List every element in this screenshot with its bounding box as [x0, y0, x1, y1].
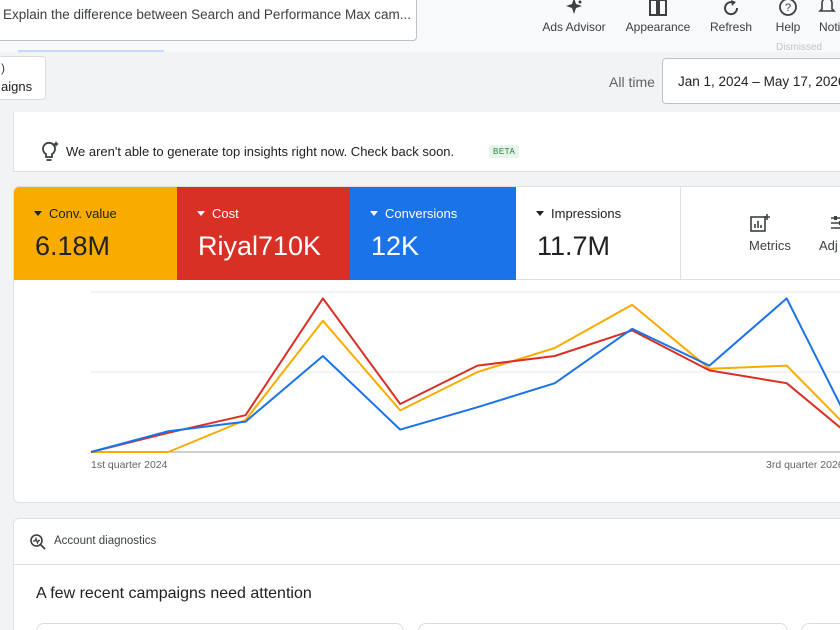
performance-line-chart: 1st quarter 2024 3rd quarter 2026: [90, 291, 840, 471]
metric-name-impressions: Impressions: [536, 206, 621, 221]
metric-tools-area: Metrics Adj: [681, 187, 840, 280]
campaigns-chip[interactable]: ) aigns: [0, 56, 46, 100]
search-query-text: Explain the difference between Search an…: [3, 7, 411, 22]
metric-value-conversions: 12K: [371, 231, 420, 261]
dropdown-caret-icon: [370, 211, 378, 216]
metrics-label: Metrics: [749, 238, 791, 253]
date-range-text: Jan 1, 2024 – May 17, 2026: [678, 74, 840, 89]
metric-tile-impressions[interactable]: Impressions 11.7M: [516, 187, 681, 280]
metric-value-conv-value: 6.18M: [35, 231, 111, 261]
series-line-1[interactable]: [90, 297, 840, 453]
divider: [14, 564, 840, 565]
campaign-attention-card[interactable]: [36, 623, 404, 630]
search-input[interactable]: Explain the difference between Search an…: [0, 0, 417, 41]
diagnostics-headline: A few recent campaigns need attention: [36, 585, 312, 602]
diagnostics-icon: [30, 534, 46, 550]
notifications-label: Noti: [819, 20, 840, 34]
x-tick-label: 3rd quarter 2026: [766, 459, 840, 471]
adjust-label: Adj: [819, 238, 838, 253]
metric-tile-cost[interactable]: Cost Riyal710K: [177, 187, 350, 280]
ads-advisor-label: Ads Advisor: [542, 20, 606, 34]
metric-tile-conv-value[interactable]: Conv. value 6.18M: [14, 187, 177, 280]
metric-name-conv-value: Conv. value: [34, 206, 117, 221]
adjust-button[interactable]: [829, 214, 840, 237]
campaigns-chip-label: aigns: [1, 79, 33, 94]
add-chart-icon: [750, 214, 770, 232]
lightbulb-icon: [42, 141, 59, 161]
series-line-0[interactable]: [91, 303, 840, 453]
help-button[interactable]: ? Help: [770, 0, 806, 40]
refresh-label: Refresh: [709, 20, 753, 34]
top-bar: Explain the difference between Search an…: [0, 0, 840, 53]
help-icon: ?: [779, 0, 797, 16]
series-line-2[interactable]: [90, 297, 840, 453]
beta-badge: BETA: [489, 145, 520, 158]
campaign-attention-card[interactable]: [418, 623, 788, 630]
help-label: Help: [775, 20, 801, 34]
refresh-icon: [724, 0, 739, 16]
dropdown-caret-icon: [197, 211, 205, 216]
ads-advisor-button[interactable]: Ads Advisor: [540, 0, 608, 40]
x-tick-label: 1st quarter 2024: [91, 459, 168, 471]
dropdown-caret-icon: [536, 211, 544, 216]
notifications-icon: [818, 0, 836, 12]
dismissed-label: Dismissed: [776, 42, 823, 53]
appearance-label: Appearance: [625, 20, 691, 34]
insights-card: We aren't able to generate top insights …: [13, 112, 840, 172]
campaign-attention-card[interactable]: [801, 623, 840, 630]
metric-name-cost: Cost: [197, 206, 239, 221]
metric-name-conversions: Conversions: [370, 206, 457, 221]
appearance-icon: [649, 0, 667, 16]
appearance-button[interactable]: Appearance: [624, 0, 692, 40]
campaigns-chip-count: ): [1, 61, 5, 75]
refresh-button[interactable]: Refresh: [706, 0, 756, 40]
active-tab-underline: [18, 50, 164, 52]
metric-value-impressions: 11.7M: [537, 231, 611, 261]
dropdown-caret-icon: [34, 211, 42, 216]
metric-value-cost: Riyal710K: [198, 231, 322, 261]
notifications-button[interactable]: Noti: [814, 0, 840, 40]
performance-card: Conv. value 6.18M Cost Riyal710K Convers…: [13, 186, 840, 503]
metric-tile-conversions[interactable]: Conversions 12K: [350, 187, 516, 280]
insight-message: We aren't able to generate top insights …: [66, 144, 455, 159]
sparkle-icon: [566, 0, 582, 14]
account-diagnostics-card: Account diagnostics A few recent campaig…: [13, 518, 840, 630]
adjust-icon: [831, 216, 840, 229]
diagnostics-title: Account diagnostics: [54, 535, 157, 547]
svg-text:?: ?: [785, 2, 791, 14]
metrics-button[interactable]: [750, 214, 770, 237]
date-range-picker[interactable]: Jan 1, 2024 – May 17, 2026: [662, 58, 840, 104]
all-time-label: All time: [609, 74, 655, 90]
